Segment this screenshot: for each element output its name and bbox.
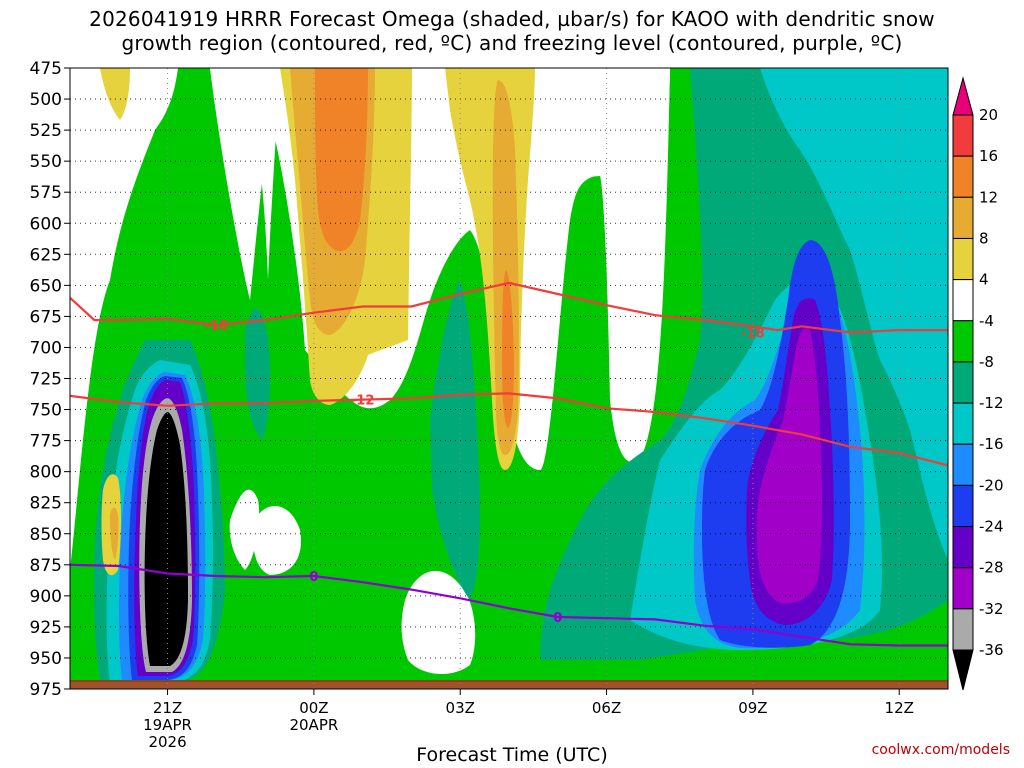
- y-tick-label: 600: [30, 214, 62, 234]
- colorbar-top-arrow: [952, 76, 974, 116]
- colorbar-label: -8: [979, 353, 994, 371]
- colorbar-segment: [952, 196, 974, 239]
- y-tick-label: 625: [30, 245, 62, 265]
- contour-label: -12: [351, 394, 375, 409]
- colorbar-segment: [952, 361, 974, 404]
- y-tick-label: 825: [30, 494, 62, 514]
- surface-terrain: [70, 681, 948, 689]
- colorbar-label: -20: [979, 476, 1004, 494]
- colorbar-segment: [952, 567, 974, 610]
- colorbar-segment: [952, 114, 974, 157]
- x-tick-label: 00Z: [299, 699, 328, 717]
- contour-freezing-level: [70, 563, 948, 647]
- omega-shade-white-low: [253, 506, 301, 575]
- y-tick-label: 650: [30, 276, 62, 296]
- x-tick-label: 09Z: [738, 699, 767, 717]
- colorbar-label: -4: [979, 312, 994, 330]
- gridlines: [70, 68, 948, 689]
- y-tick-label: 750: [30, 401, 62, 421]
- colorbar-bottom-arrow: [952, 649, 974, 691]
- contour-label: -18: [205, 319, 229, 334]
- colorbar: 20 16 12 8 4 -4 -8 -12 -16 -20 -24 -28 -32 -36: [952, 76, 1004, 691]
- omega-shade-plus12-top: [315, 68, 368, 252]
- credit-link[interactable]: coolwx.com/models: [871, 742, 1010, 758]
- y-tick-label: 500: [30, 90, 62, 110]
- colorbar-segment: [952, 608, 974, 651]
- x-axis-title: Forecast Time (UTC): [416, 744, 608, 766]
- omega-shade-white-low3: [229, 489, 260, 570]
- y-tick-label: 950: [30, 649, 62, 669]
- colorbar-label: -12: [979, 394, 1004, 412]
- y-tick-label: 850: [30, 525, 62, 545]
- x-tick-label: 21Z: [153, 699, 182, 717]
- omega-shade-white-left: [70, 68, 178, 340]
- omega-shade-minus8-mid: [430, 280, 480, 600]
- plot-area: -18 -12 0 0 -18: [70, 68, 948, 689]
- y-tick-label: 550: [30, 152, 62, 172]
- y-tick-label: 875: [30, 556, 62, 576]
- omega-shade-minus28-right: [756, 328, 823, 604]
- chart-title-line2: growth region (contoured, red, ºC) and f…: [121, 31, 903, 55]
- colorbar-segment: [952, 237, 974, 281]
- chart-title-line1: 2026041919 HRRR Forecast Omega (shaded, …: [89, 7, 935, 31]
- colorbar-label: -24: [979, 518, 1004, 536]
- y-tick-label: 975: [30, 680, 62, 700]
- colorbar-segment: [952, 155, 974, 198]
- omega-shade-white-mid: [210, 68, 280, 280]
- y-tick-label: 575: [30, 183, 62, 203]
- y-tick-label: 725: [30, 370, 62, 390]
- contour-label: -18: [741, 327, 765, 342]
- colorbar-label: 16: [979, 147, 998, 165]
- omega-shade-minus12-right: [760, 68, 948, 560]
- y-tick-label: 700: [30, 338, 62, 358]
- y-tick-label: 475: [30, 59, 62, 79]
- colorbar-segment: [952, 484, 974, 528]
- colorbar-label: -32: [979, 600, 1004, 618]
- y-axis: 475 500 525 550 575 600 625 650 675 700 725 750 775 8…: [30, 59, 70, 700]
- x-tick-date: 19APR: [143, 716, 192, 734]
- x-tick-label: 12Z: [885, 699, 914, 717]
- omega-shade-minus8-small: [245, 308, 270, 440]
- omega-shade-white-top: [410, 68, 445, 250]
- colorbar-label: 8: [979, 229, 989, 247]
- colorbar-label: 20: [979, 106, 998, 124]
- y-tick-label: 775: [30, 432, 62, 452]
- colorbar-segment: [952, 320, 974, 363]
- colorbar-segment: [952, 279, 974, 322]
- y-tick-label: 675: [30, 307, 62, 327]
- surface-line: [70, 680, 948, 682]
- omega-shade-minus36-left: [144, 412, 188, 666]
- y-tick-label: 925: [30, 618, 62, 638]
- x-tick-year: 2026: [148, 733, 186, 751]
- colorbar-label: 12: [979, 188, 998, 206]
- contour-lines: -18 -12 0 0 -18: [70, 281, 948, 647]
- y-tick-label: 900: [30, 587, 62, 607]
- colorbar-segment: [952, 526, 974, 569]
- omega-shade-plus8-left2: [110, 507, 119, 560]
- y-tick-label: 800: [30, 463, 62, 483]
- omega-shade-plus4-left: [100, 68, 130, 120]
- y-tick-label: 525: [30, 121, 62, 141]
- x-tick-label: 03Z: [446, 699, 475, 717]
- colorbar-label: -28: [979, 559, 1004, 577]
- omega-shade-plus12-mid: [502, 270, 514, 428]
- colorbar-label: -16: [979, 435, 1004, 453]
- colorbar-label: -36: [979, 641, 1004, 659]
- colorbar-segment: [952, 443, 974, 486]
- contour-label: 0: [309, 570, 318, 585]
- x-tick-label: 06Z: [592, 699, 621, 717]
- contour-label: 0: [553, 611, 562, 626]
- omega-shade-white-right: [530, 68, 670, 300]
- contour-dgz-top: [70, 281, 948, 334]
- colorbar-label: 4: [979, 271, 989, 289]
- contour-dgz-bottom: [70, 392, 948, 467]
- x-tick-date: 20APR: [289, 716, 338, 734]
- colorbar-segment: [952, 402, 974, 445]
